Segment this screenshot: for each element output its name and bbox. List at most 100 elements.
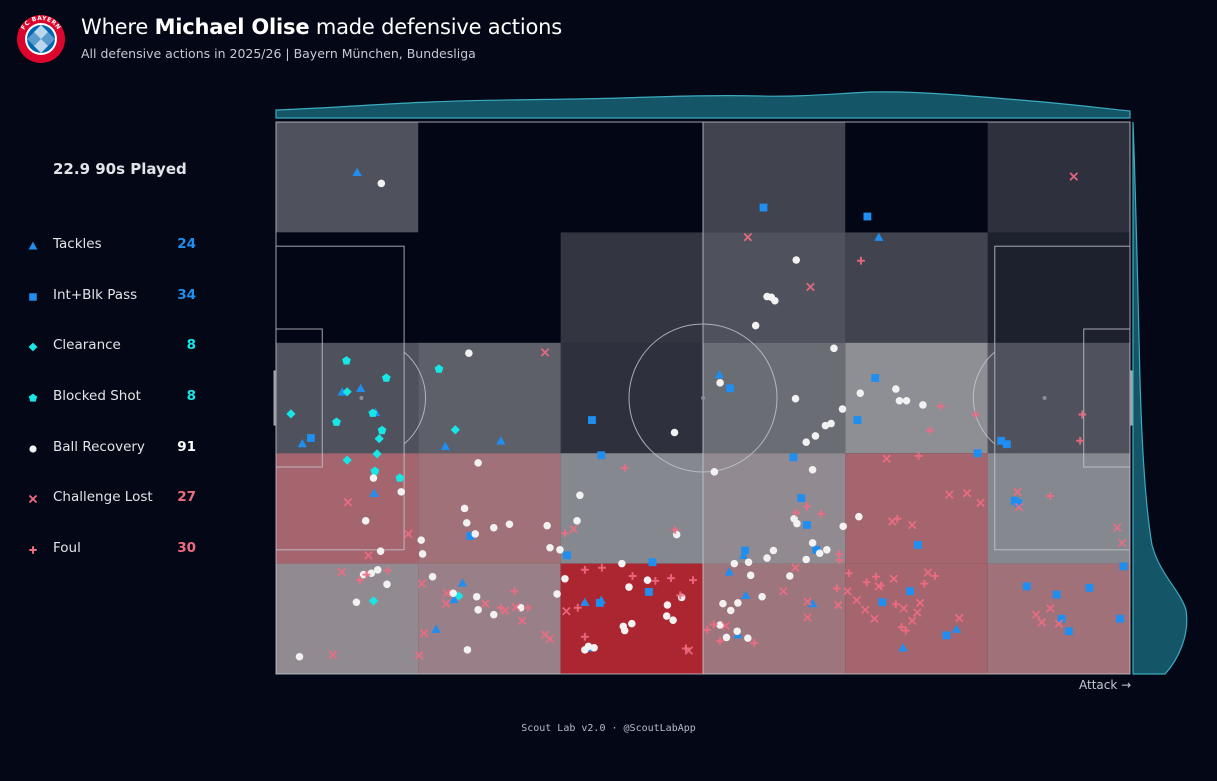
action-point-circle — [561, 575, 569, 583]
heat-zone — [703, 453, 846, 564]
legend-marker — [29, 546, 37, 554]
action-point-x — [1045, 604, 1055, 613]
x-icon — [28, 494, 38, 504]
action-point-circle — [471, 530, 480, 538]
action-point-x — [899, 604, 909, 613]
action-point-x — [803, 597, 812, 606]
action-point-plus — [936, 402, 945, 411]
action-point-circle — [462, 519, 471, 527]
action-point-x — [743, 232, 753, 242]
heat-zone — [703, 122, 846, 233]
action-point-circle — [830, 344, 838, 353]
action-point-plus — [510, 587, 519, 596]
action-point-diamond — [342, 387, 352, 397]
action-point-circle — [791, 394, 800, 403]
action-point-circle — [758, 592, 766, 601]
action-point-square — [645, 587, 653, 596]
action-point-circle — [367, 569, 376, 578]
action-point-plus — [1046, 492, 1055, 500]
action-point-pentagon — [434, 364, 444, 373]
action-point-plus — [524, 603, 532, 612]
action-point-plus — [844, 569, 853, 578]
action-point-plus — [817, 510, 826, 518]
action-point-square — [871, 374, 880, 382]
action-point-circle — [746, 571, 755, 580]
action-point-x — [1031, 610, 1041, 619]
action-point-triangle — [580, 597, 590, 606]
action-point-x — [912, 608, 922, 617]
action-point-square — [997, 436, 1006, 445]
left-penalty-arc — [403, 351, 426, 445]
action-point-square — [306, 434, 315, 442]
action-point-circle — [573, 517, 581, 525]
action-point-circle — [744, 634, 752, 642]
action-point-plus — [651, 576, 660, 585]
legend-marker — [29, 293, 37, 301]
action-point-x — [343, 497, 353, 507]
heat-zone — [987, 342, 1130, 454]
action-point-circle — [463, 646, 472, 654]
action-point-square — [1052, 590, 1061, 599]
action-point-circle — [428, 572, 437, 581]
action-point-circle — [417, 536, 425, 544]
action-point-plus — [573, 603, 582, 612]
action-point-diamond — [368, 596, 379, 606]
top-distribution-ridge — [275, 91, 1131, 119]
action-markers — [286, 167, 1128, 661]
action-point-circle — [377, 179, 386, 188]
legend: Tackles 24 Int+Blk Pass 34 Clearance 8 Blocked… — [24, 0, 204, 781]
action-point-circle — [823, 546, 831, 554]
legend-item-blocked: Blocked Shot 8 — [24, 387, 196, 407]
heat-zone — [276, 122, 419, 233]
action-point-circle — [719, 599, 727, 608]
action-point-x — [962, 488, 972, 498]
action-point-circle — [584, 642, 593, 651]
action-point-plus — [667, 574, 675, 582]
action-point-pentagon — [381, 373, 391, 382]
action-point-circle — [672, 530, 681, 539]
action-point-triangle — [714, 369, 724, 379]
action-point-square — [1085, 583, 1094, 592]
action-point-x — [540, 348, 550, 357]
legend-count: 8 — [186, 388, 196, 404]
legend-marker — [28, 393, 38, 402]
action-point-square — [597, 451, 606, 460]
series-circle — [295, 179, 927, 661]
legend-marker — [28, 494, 38, 504]
legend-item-recovery: Ball Recovery 91 — [24, 438, 196, 458]
action-point-plus — [716, 636, 724, 645]
action-point-circle — [855, 512, 863, 521]
legend-item-interception: Int+Blk Pass 34 — [24, 286, 196, 306]
heat-zone — [560, 232, 703, 343]
action-point-x — [907, 520, 917, 530]
action-point-circle — [472, 592, 481, 601]
triangle-icon — [28, 241, 38, 250]
action-point-diamond — [450, 425, 460, 435]
heat-zone — [418, 453, 561, 564]
action-point-square — [466, 532, 475, 540]
action-point-plus — [926, 426, 934, 435]
legend-item-clearance: Clearance 8 — [24, 336, 196, 356]
action-point-square — [914, 541, 922, 549]
action-point-circle — [460, 504, 469, 513]
action-point-plus — [832, 584, 841, 593]
action-point-circle — [716, 379, 724, 387]
action-point-diamond — [286, 409, 296, 419]
action-point-plus — [835, 550, 843, 558]
action-point-x — [569, 524, 578, 534]
action-point-triangle — [369, 488, 379, 497]
action-point-circle — [474, 459, 482, 467]
heat-zone — [703, 342, 846, 454]
heat-zones — [276, 122, 1130, 674]
action-point-x — [923, 568, 933, 577]
action-point-plus — [561, 529, 569, 538]
action-point-plus — [872, 572, 880, 581]
legend-label: Ball Recovery — [53, 439, 145, 455]
legend-count: 24 — [177, 236, 196, 252]
action-point-circle — [373, 566, 382, 574]
action-point-circle — [662, 612, 671, 620]
heat-zone — [276, 232, 419, 343]
chart-subtitle: All defensive actions in 2025/26 | Bayer… — [81, 46, 476, 61]
nineties-played: 22.9 90s Played — [53, 160, 187, 178]
action-point-triangle — [741, 590, 751, 600]
